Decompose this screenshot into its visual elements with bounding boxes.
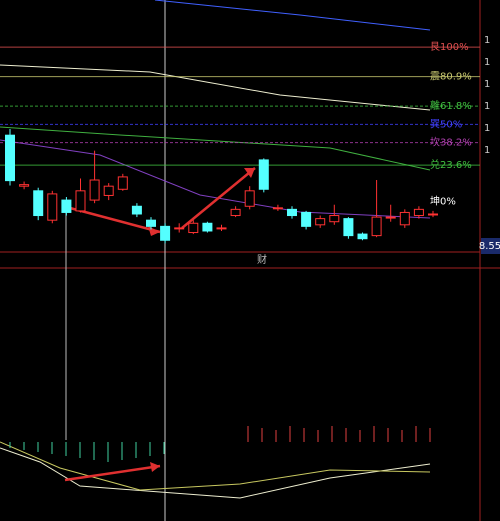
indicator-line — [0, 441, 431, 491]
candle-body — [61, 199, 72, 213]
arrow-head — [150, 462, 160, 472]
candle-body — [117, 176, 128, 190]
candle-body — [287, 208, 297, 217]
candle-body — [357, 233, 368, 240]
arrow — [64, 464, 161, 482]
candle-body — [301, 211, 312, 227]
candle-body — [272, 207, 283, 210]
ma-line — [0, 126, 431, 171]
level-label: 坎38.2% — [430, 136, 472, 149]
level-label: 巽50% — [430, 118, 462, 130]
candle-body — [315, 218, 326, 226]
candle-body — [329, 215, 340, 223]
candle-body — [160, 225, 171, 241]
level-label: 離61.8% — [430, 99, 472, 112]
axis-mark: 1 — [484, 123, 490, 134]
macd-bars — [9, 426, 431, 462]
ma-line — [154, 0, 431, 31]
level-label: 震80.9% — [430, 71, 472, 83]
level-label: 艮100% — [430, 41, 469, 53]
candle-body — [188, 222, 199, 234]
price-box — [481, 238, 500, 254]
arrow — [69, 206, 161, 234]
candle-body — [131, 205, 142, 215]
candle-body — [385, 216, 396, 219]
candle-body — [244, 190, 255, 207]
candle-body — [202, 222, 213, 232]
ma-line — [0, 139, 431, 219]
candle-body — [258, 159, 269, 190]
candle-body — [399, 211, 410, 226]
arrow-head — [244, 168, 255, 178]
price-label: 8.55 — [479, 241, 500, 252]
candle-body — [413, 208, 424, 217]
candle-body — [146, 219, 156, 227]
candle-body — [174, 227, 185, 230]
axis-mark: 1 — [484, 79, 490, 90]
arrow — [181, 167, 256, 229]
axis-mark: 1 — [484, 57, 490, 68]
candle-body — [47, 193, 58, 221]
candle-body — [19, 184, 30, 187]
annotation: 财 — [257, 253, 267, 266]
axis-mark: 1 — [484, 101, 490, 112]
candle-body — [33, 190, 44, 217]
candle-body — [230, 208, 241, 217]
axis-mark: 1 — [484, 35, 490, 46]
candle-body — [5, 134, 15, 182]
level-label: 兑23.6% — [430, 158, 472, 171]
candle-body — [89, 179, 100, 201]
axis-mark: 1 — [484, 145, 490, 156]
candle-body — [75, 190, 86, 212]
candle-body — [428, 213, 438, 216]
level-label: 坤0% — [430, 195, 456, 208]
candle-body — [371, 216, 382, 237]
candle-body — [343, 218, 354, 237]
ma-line — [0, 64, 431, 111]
candle-body — [103, 185, 114, 196]
candle-body — [216, 227, 227, 230]
indicator-line — [0, 447, 431, 499]
